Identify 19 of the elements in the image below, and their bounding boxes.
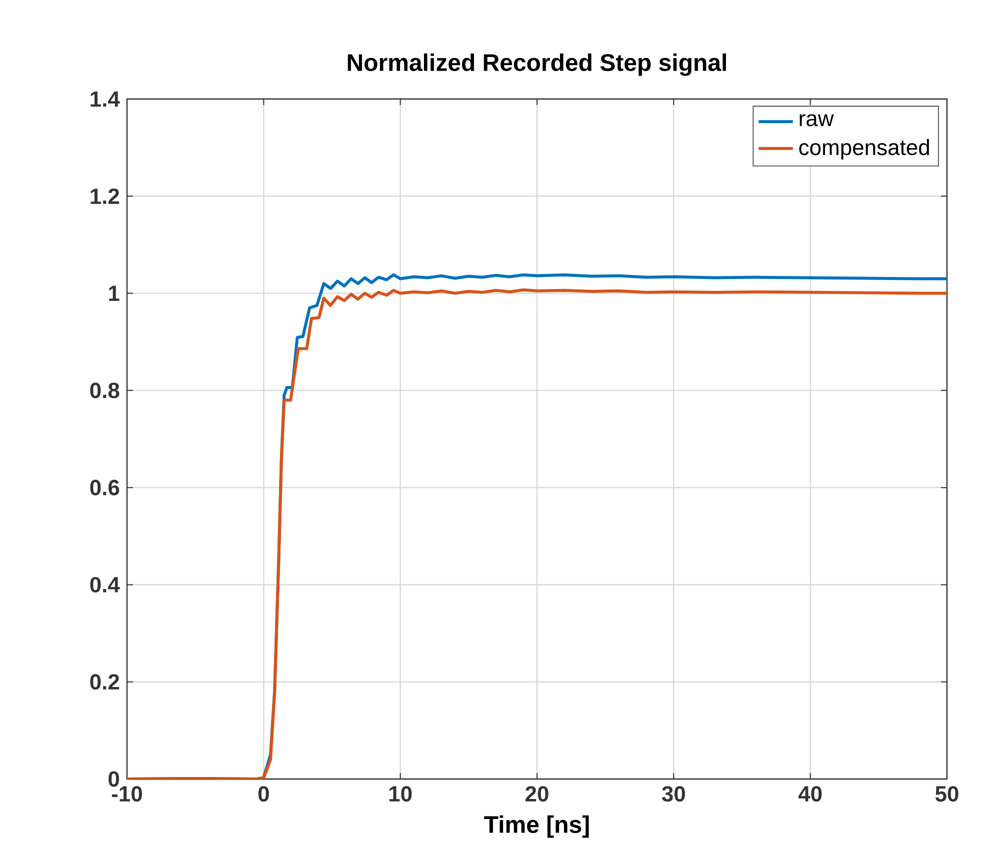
x-tick-label: 0 bbox=[258, 786, 269, 802]
y-tick-label: 0.8 bbox=[90, 382, 120, 398]
y-tick-label: 1.2 bbox=[90, 188, 120, 204]
y-tick-label: 0.2 bbox=[90, 674, 120, 690]
y-tick-label: 1 bbox=[109, 286, 120, 301]
y-tick-label: 0.6 bbox=[90, 480, 120, 496]
x-tick-label: 10 bbox=[389, 786, 412, 802]
y-tick-label: 0.4 bbox=[90, 576, 120, 593]
x-tick-label: 50 bbox=[935, 786, 958, 802]
x-tick-label: 30 bbox=[662, 786, 685, 802]
legend-label: raw bbox=[800, 114, 834, 126]
x-tick-label: 40 bbox=[798, 786, 822, 802]
chart-title: Normalized Recorded Step signal bbox=[348, 53, 726, 76]
x-tick-label: -10 bbox=[112, 786, 142, 802]
x-axis-title: Time [ns] bbox=[484, 815, 589, 838]
legend-label: compensated bbox=[799, 139, 929, 160]
y-tick-label: 0 bbox=[108, 771, 120, 787]
y-tick-label: 1.4 bbox=[90, 91, 120, 107]
x-tick-label: 20 bbox=[526, 786, 548, 802]
